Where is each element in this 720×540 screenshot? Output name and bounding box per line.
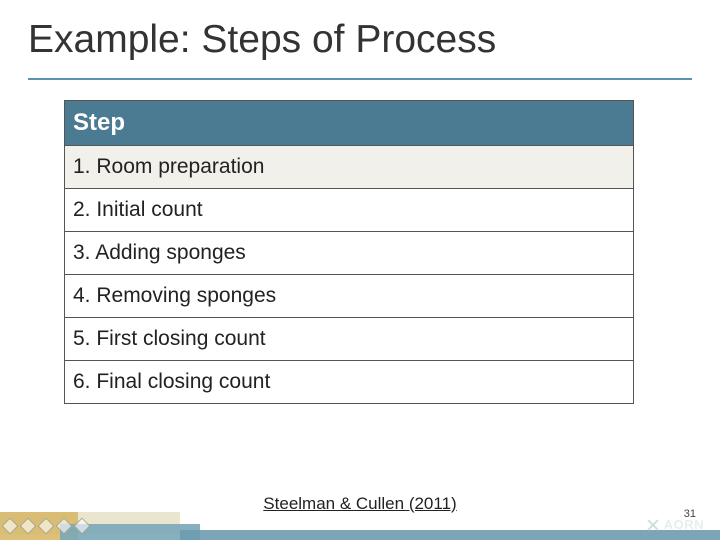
title-underline: [28, 78, 692, 80]
table-row: 4. Removing sponges: [65, 275, 633, 318]
footer-diamonds: [4, 520, 88, 532]
table-row: 2. Initial count: [65, 189, 633, 232]
slide: Example: Steps of Process Step 1. Room p…: [0, 0, 720, 540]
diamond-icon: [74, 518, 91, 535]
diamond-icon: [38, 518, 55, 535]
table-row: 6. Final closing count: [65, 361, 633, 403]
diamond-icon: [20, 518, 37, 535]
diamond-icon: [56, 518, 73, 535]
table-header: Step: [65, 101, 633, 146]
footer-decoration: AORN: [0, 512, 720, 540]
citation: Steelman & Cullen (2011): [0, 494, 720, 514]
slide-number: 31: [684, 508, 696, 520]
diamond-icon: [2, 518, 19, 535]
steps-table: Step 1. Room preparation 2. Initial coun…: [64, 100, 634, 404]
slide-title: Example: Steps of Process: [28, 18, 496, 62]
table-row: 3. Adding sponges: [65, 232, 633, 275]
footer-band-blue: [180, 530, 720, 540]
table-row: 5. First closing count: [65, 318, 633, 361]
table-row: 1. Room preparation: [65, 146, 633, 189]
logo-star-icon: [646, 518, 660, 532]
